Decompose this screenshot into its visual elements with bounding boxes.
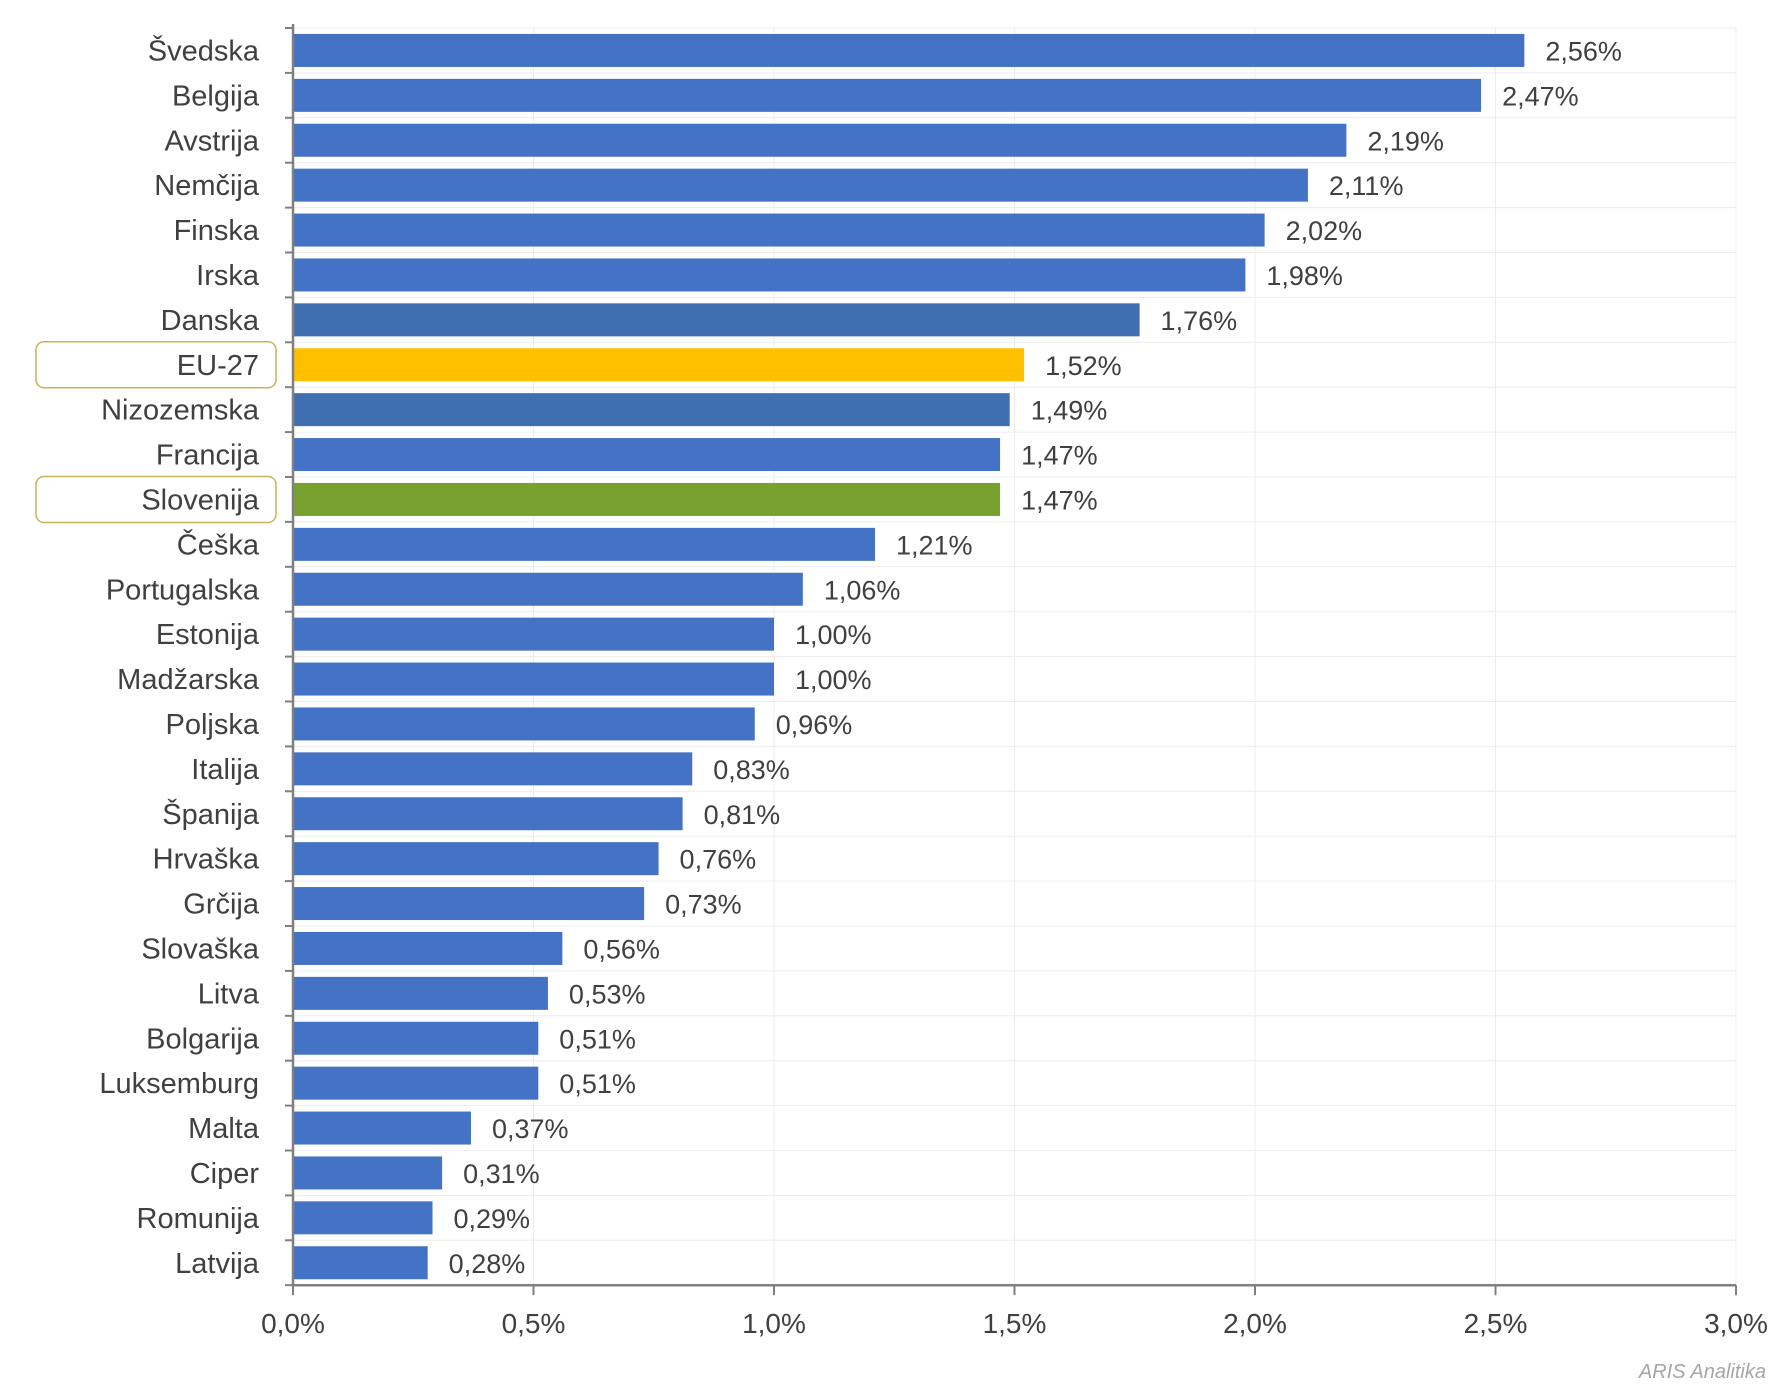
value-label: 1,47% (1021, 441, 1098, 471)
value-label: 0,31% (463, 1159, 540, 1189)
value-label: 0,51% (559, 1024, 636, 1054)
value-label: 1,52% (1045, 351, 1122, 381)
bar (294, 976, 548, 1010)
value-label: 2,02% (1286, 216, 1363, 246)
bar (294, 482, 1001, 516)
bar (294, 752, 693, 786)
value-label: 0,28% (449, 1249, 526, 1279)
category-label: Latvija (175, 1248, 260, 1280)
bar (294, 887, 645, 921)
bar (294, 303, 1140, 337)
value-label: 0,51% (559, 1069, 636, 1099)
x-tick-label: 1,0% (742, 1308, 806, 1339)
bar (294, 707, 755, 741)
category-label: Nizozemska (101, 395, 260, 427)
x-tick-label: 0,5% (502, 1308, 566, 1339)
bar (294, 617, 774, 651)
x-tick-label: 3,0% (1704, 1308, 1768, 1339)
value-label: 1,00% (795, 620, 872, 650)
bar (294, 1111, 471, 1145)
value-label: 1,49% (1031, 396, 1108, 426)
bar (294, 438, 1001, 472)
bar (294, 842, 659, 876)
source-label: ARIS Analitika (1638, 1361, 1766, 1383)
bar (294, 33, 1525, 67)
category-label: Slovaška (141, 933, 260, 965)
category-label: Madžarska (117, 664, 260, 696)
value-label: 1,47% (1021, 485, 1098, 515)
category-label: Hrvaška (153, 844, 260, 876)
bar (294, 1246, 428, 1280)
bar (294, 78, 1482, 112)
bar (294, 931, 563, 965)
category-label: Švedska (148, 33, 260, 67)
value-label: 1,21% (896, 530, 973, 560)
bar (294, 168, 1308, 202)
category-label: Francija (156, 440, 260, 472)
category-label: EU-27 (177, 350, 259, 382)
category-label: Avstrija (164, 125, 259, 157)
category-label: Litva (198, 978, 260, 1010)
bar (294, 213, 1265, 247)
x-tick-label: 1,5% (983, 1308, 1047, 1339)
value-label: 1,98% (1266, 261, 1343, 291)
category-label: Poljska (166, 709, 260, 741)
bar (294, 1156, 443, 1190)
value-label: 0,83% (713, 755, 790, 785)
bar (294, 527, 876, 561)
highlight-boxes (35, 341, 277, 524)
category-label: Finska (174, 215, 260, 247)
value-label: 0,81% (704, 800, 781, 830)
value-label: 2,11% (1329, 171, 1404, 201)
labels: Švedska 2,56% Belgija 2,47% Avstrija 2,19% Nem… (99, 33, 1768, 1339)
bar (294, 348, 1025, 382)
value-label: 2,19% (1367, 126, 1444, 156)
category-label: Grčija (183, 889, 260, 921)
category-label: Luksemburg (99, 1068, 259, 1100)
highlight-box (35, 341, 277, 389)
category-label: Slovenija (141, 484, 260, 516)
category-label: Irska (196, 260, 260, 292)
axes (285, 24, 1737, 1296)
bar (294, 123, 1347, 157)
bar (294, 258, 1246, 292)
category-label: Španija (162, 797, 260, 831)
bar (294, 572, 803, 606)
x-tick-label: 2,5% (1464, 1308, 1528, 1339)
category-label: Portugalska (106, 574, 260, 606)
highlight-box (35, 475, 277, 524)
category-label: Nemčija (154, 170, 260, 202)
category-label: Danska (161, 305, 260, 337)
bar (294, 662, 774, 696)
x-tick-label: 0,0% (261, 1308, 325, 1339)
value-label: 0,56% (583, 934, 660, 964)
bar (294, 1021, 539, 1055)
category-label: Malta (188, 1113, 260, 1145)
value-label: 1,06% (824, 575, 901, 605)
category-label: Bolgarija (146, 1023, 260, 1055)
value-label: 1,00% (795, 665, 872, 695)
bars (294, 33, 1525, 1280)
x-tick-label: 2,0% (1223, 1308, 1287, 1339)
bar (294, 393, 1010, 427)
value-label: 0,76% (680, 845, 757, 875)
value-label: 0,37% (492, 1114, 569, 1144)
value-label: 0,29% (453, 1204, 530, 1234)
value-label: 0,96% (776, 710, 853, 740)
value-label: 0,53% (569, 979, 646, 1009)
category-label: Ciper (190, 1158, 260, 1190)
bar (294, 797, 683, 831)
category-label: Češka (177, 527, 260, 561)
category-label: Belgija (172, 80, 260, 112)
bar (294, 1201, 433, 1235)
value-label: 1,76% (1161, 306, 1238, 336)
category-label: Italija (191, 754, 260, 786)
value-label: 2,47% (1502, 81, 1579, 111)
value-label: 0,73% (665, 890, 742, 920)
category-label: Romunija (137, 1203, 260, 1235)
category-label: Estonija (156, 619, 260, 651)
bar (294, 1066, 539, 1100)
value-label: 2,56% (1545, 36, 1622, 66)
